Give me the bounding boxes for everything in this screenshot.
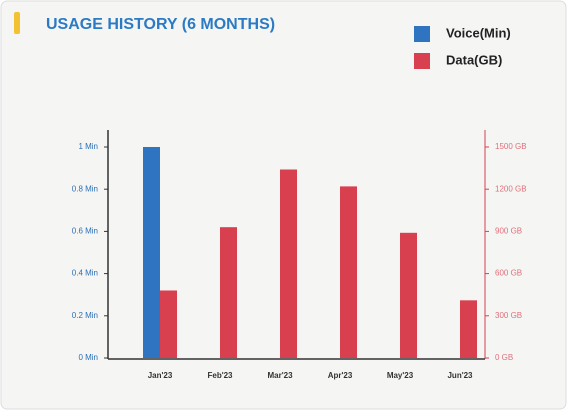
- legend-label: Data(GB): [446, 52, 502, 67]
- y2-tick-label: 900 GB: [495, 227, 522, 236]
- chart-title: USAGE HISTORY (6 MONTHS): [46, 16, 275, 33]
- x-tick-label: Jan'23: [148, 371, 173, 380]
- y2-tick-label: 1500 GB: [495, 142, 527, 151]
- legend-label: Voice(Min): [446, 25, 511, 40]
- y2-tick-label: 1200 GB: [495, 184, 527, 193]
- bar: [460, 300, 477, 358]
- y-tick-label: 0.4 Min: [72, 269, 98, 278]
- bar: [143, 147, 160, 358]
- bar: [160, 290, 177, 358]
- y2-tick-label: 600 GB: [495, 269, 522, 278]
- bar: [220, 227, 237, 358]
- bar: [280, 169, 297, 358]
- legend-swatch: [414, 26, 430, 42]
- legend-swatch: [414, 53, 430, 69]
- y-tick-label: 0.8 Min: [72, 184, 98, 193]
- y2-tick-label: 0 GB: [495, 353, 513, 362]
- x-tick-label: Apr'23: [328, 371, 353, 380]
- x-tick-label: Mar'23: [267, 371, 293, 380]
- y-tick-label: 1 Min: [78, 142, 98, 151]
- y-tick-label: 0.6 Min: [72, 227, 98, 236]
- y-tick-label: 0 Min: [78, 353, 98, 362]
- x-tick-label: Jun'23: [447, 371, 473, 380]
- x-tick-label: Feb'23: [207, 371, 233, 380]
- x-tick-label: May'23: [387, 371, 414, 380]
- y-tick-label: 0.2 Min: [72, 311, 98, 320]
- title-marker: [14, 12, 20, 34]
- y2-tick-label: 300 GB: [495, 311, 522, 320]
- bar: [340, 186, 357, 358]
- bar: [400, 232, 417, 358]
